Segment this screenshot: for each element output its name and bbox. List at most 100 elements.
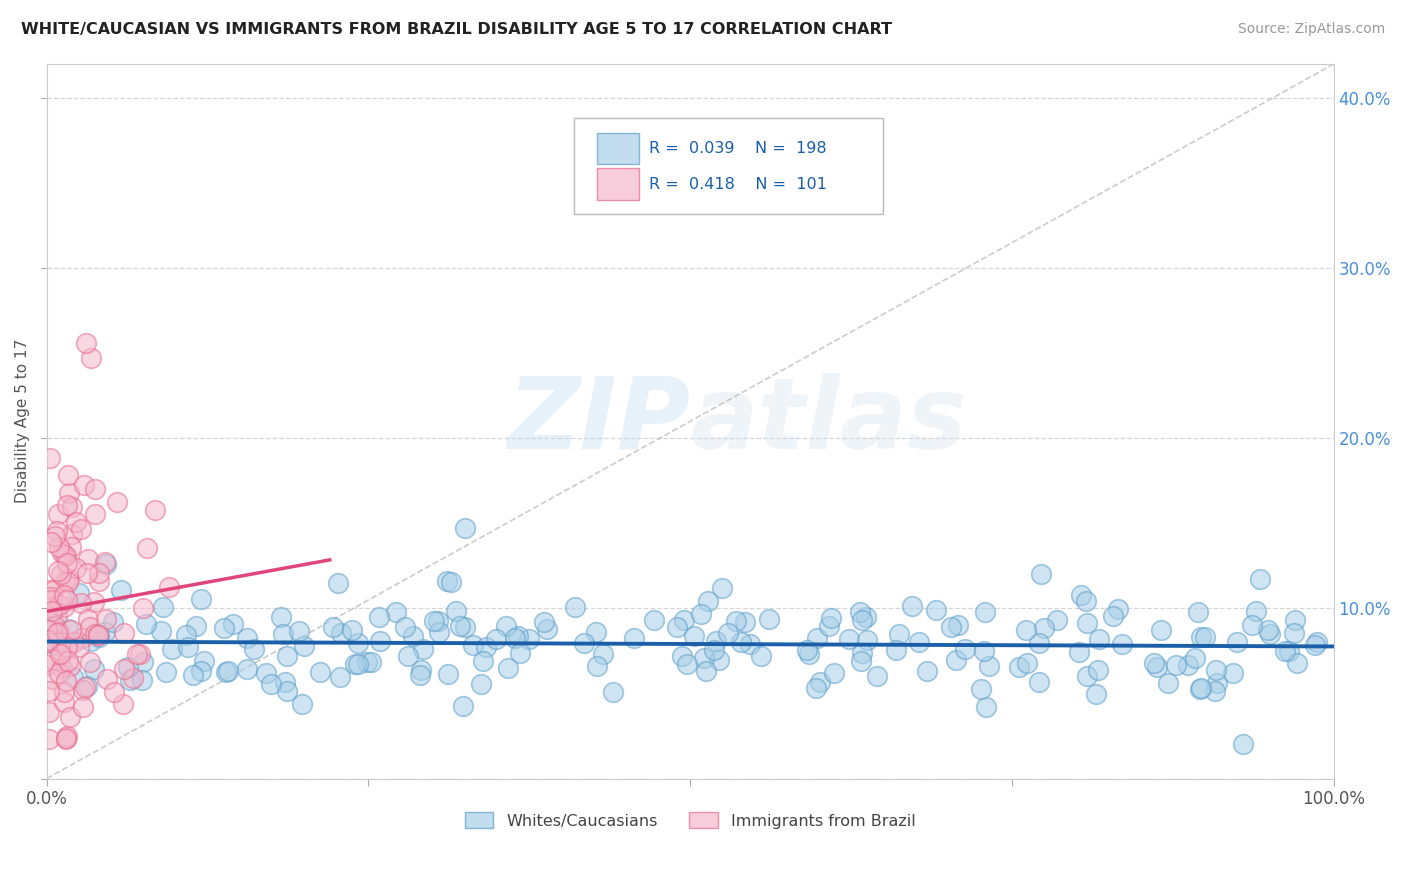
Point (804, 681, 827, 695)
Point (72, 699, 94, 714)
Point (1074, 593, 1097, 607)
Point (37, 635, 59, 649)
Point (65, 560, 87, 574)
Point (217, 664, 239, 678)
Point (94, 624, 117, 639)
Point (87, 627, 110, 641)
Point (48, 625, 70, 640)
Point (89, 631, 111, 645)
Point (65, 516, 87, 530)
Text: R =  0.418    N =  101: R = 0.418 N = 101 (650, 177, 827, 192)
Point (184, 619, 207, 633)
Point (51, 546, 73, 560)
Point (1085, 687, 1108, 701)
Point (42, 672, 65, 686)
Point (58, 485, 80, 500)
Point (953, 641, 976, 656)
Point (855, 610, 877, 624)
Point (45, 639, 67, 653)
Point (1258, 627, 1281, 641)
Point (79, 620, 101, 634)
Point (730, 634, 752, 648)
Point (602, 685, 624, 699)
Point (1046, 613, 1069, 627)
Point (52, 588, 75, 602)
Point (427, 625, 450, 640)
Point (42, 619, 65, 633)
Point (117, 660, 139, 674)
Point (412, 641, 434, 656)
Point (55, 673, 77, 688)
Point (973, 644, 995, 658)
Point (48, 540, 70, 554)
Point (503, 631, 526, 645)
Point (276, 683, 298, 698)
Point (84, 482, 107, 496)
Point (665, 620, 688, 634)
Point (1187, 605, 1209, 619)
Point (96, 672, 118, 686)
Point (1015, 656, 1038, 670)
Point (87, 628, 110, 642)
Point (1278, 644, 1301, 658)
Point (695, 664, 717, 678)
Point (1194, 630, 1216, 644)
Point (693, 650, 716, 665)
Point (1143, 656, 1166, 670)
Point (53, 574, 76, 588)
Point (76, 679, 98, 693)
Point (321, 619, 343, 633)
Point (63, 635, 86, 649)
Point (1306, 634, 1329, 648)
Point (572, 635, 595, 649)
Point (461, 638, 484, 652)
Point (67, 586, 90, 600)
Point (46, 625, 69, 640)
Point (423, 614, 446, 628)
Point (143, 503, 166, 517)
Point (46, 564, 69, 578)
Point (1150, 623, 1173, 637)
Point (49, 635, 72, 649)
Point (1107, 602, 1129, 616)
Point (37, 632, 59, 647)
Point (717, 626, 740, 640)
Point (849, 605, 872, 619)
Point (38, 450, 60, 465)
Point (72, 683, 94, 698)
Point (76, 566, 98, 580)
Point (758, 612, 780, 626)
Point (485, 632, 508, 647)
Point (1033, 621, 1056, 635)
Point (190, 591, 212, 606)
Point (851, 654, 873, 668)
Point (276, 649, 298, 664)
Point (1088, 632, 1111, 646)
Point (517, 632, 540, 646)
Point (51, 566, 73, 581)
Point (174, 628, 197, 642)
Point (51, 660, 73, 674)
Point (725, 614, 748, 628)
Point (45, 608, 67, 623)
Point (70, 522, 93, 536)
Point (44, 528, 66, 542)
Point (46, 507, 69, 521)
Point (111, 697, 134, 711)
Point (55, 557, 77, 571)
Point (900, 599, 922, 614)
Point (70, 631, 93, 645)
Point (385, 605, 408, 619)
Point (508, 629, 530, 643)
Point (697, 594, 720, 608)
Point (1028, 674, 1050, 689)
Point (155, 665, 177, 680)
Point (866, 669, 889, 683)
Point (96, 557, 118, 571)
Point (977, 659, 1000, 673)
Point (427, 615, 450, 629)
Point (796, 642, 818, 657)
Point (946, 618, 969, 632)
Point (472, 654, 495, 668)
Point (808, 675, 831, 690)
